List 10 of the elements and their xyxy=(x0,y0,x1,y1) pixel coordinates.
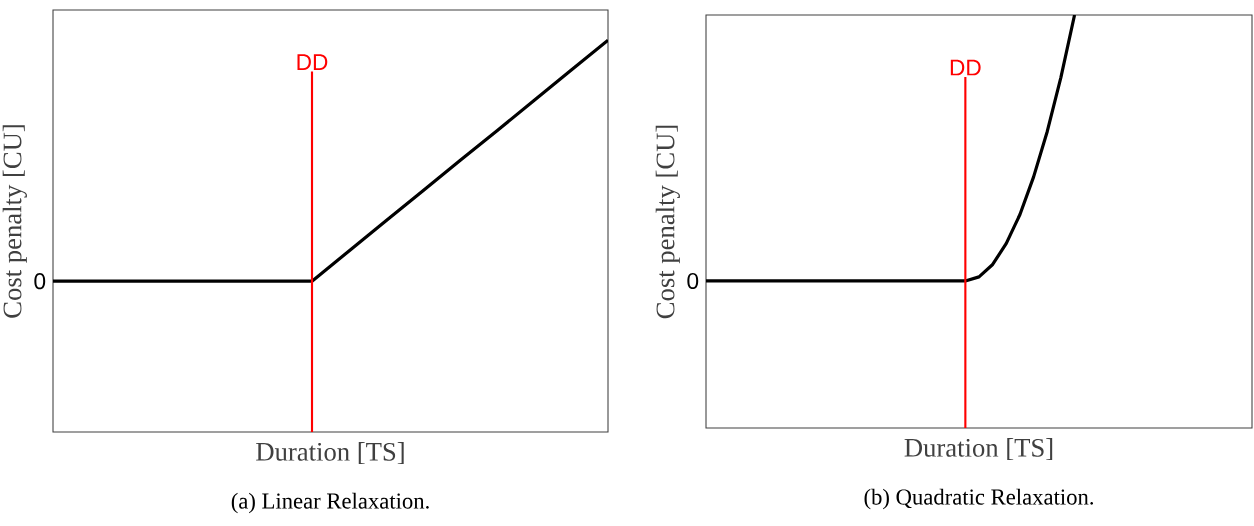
text: 0 xyxy=(34,273,46,290)
text: (a) Linear Relaxation. xyxy=(231,492,429,514)
y-axis-title: Cost penalty [CU] xyxy=(655,125,680,319)
annotation: DD xyxy=(950,59,981,76)
text: 0 xyxy=(687,272,699,290)
annotation: DD xyxy=(297,54,328,70)
y-axis-title: Cost penalty [CU] xyxy=(2,125,27,318)
x-axis-title: Duration [TS] xyxy=(904,438,1053,461)
text: (b) Quadratic Relaxation. xyxy=(864,488,1094,510)
x-axis-title: Duration [TS] xyxy=(256,442,404,465)
